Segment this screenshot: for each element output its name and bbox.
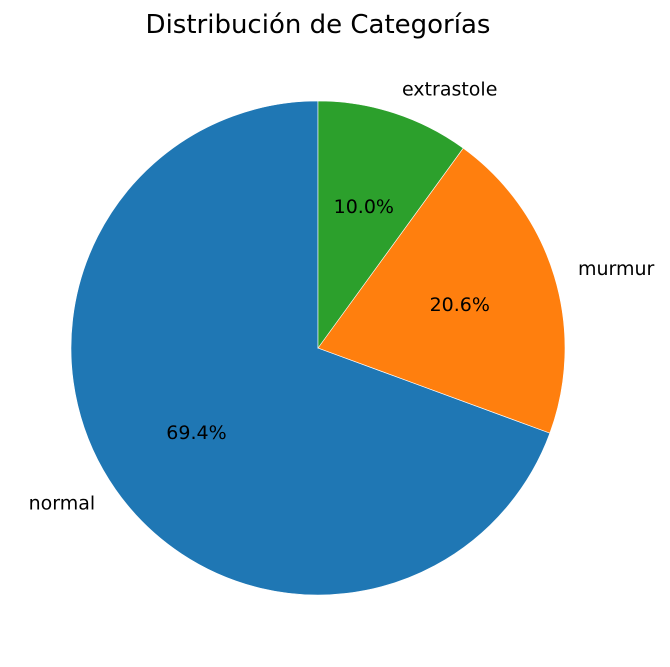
pct-label-extrastole: 10.0% [334, 196, 394, 218]
pie-slices [70, 100, 566, 596]
slice-label-murmur: murmur [578, 258, 655, 280]
slice-label-normal: normal [29, 493, 96, 515]
pie-labels: normal 69.4% murmur 20.6% extrastole 10.0% [29, 79, 655, 515]
pie-slice-normal [70, 100, 551, 596]
pct-label-normal: 69.4% [166, 422, 226, 444]
chart-title: Distribución de Categorías [146, 10, 491, 40]
pct-label-murmur: 20.6% [430, 294, 490, 316]
pie-slice-murmur [317, 147, 566, 434]
pie-slice-extrastole [317, 100, 464, 349]
slice-label-extrastole: extrastole [402, 79, 497, 101]
